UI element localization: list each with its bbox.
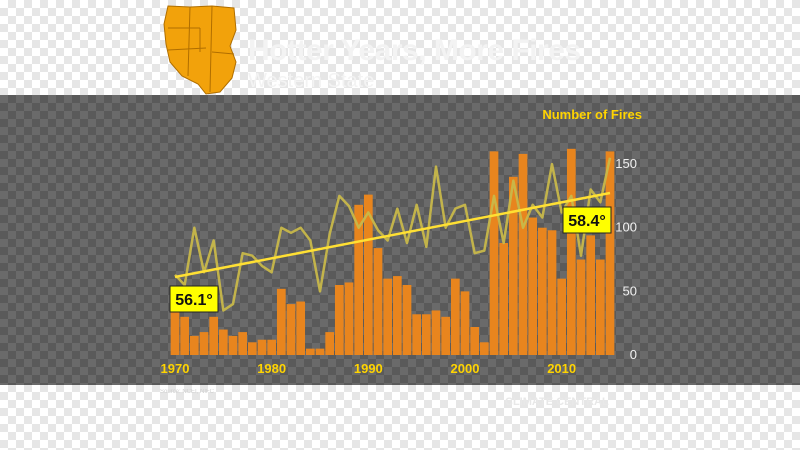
bar-1970 bbox=[170, 306, 180, 355]
bar-1980 bbox=[267, 339, 277, 355]
bar-1995 bbox=[412, 314, 422, 355]
bar-2003 bbox=[489, 151, 499, 355]
bar-1983 bbox=[296, 301, 306, 355]
x-tick-1980: 1980 bbox=[257, 361, 286, 376]
label-start-temp: 56.1° bbox=[175, 292, 213, 309]
bar-1998 bbox=[441, 316, 451, 355]
bar-1974 bbox=[209, 316, 219, 355]
bar-2008 bbox=[537, 227, 547, 355]
bar-1987 bbox=[334, 285, 344, 355]
bar-1977 bbox=[238, 332, 248, 355]
bar-2012 bbox=[576, 259, 586, 355]
y-tick-100: 100 bbox=[615, 220, 637, 235]
y-tick-150: 150 bbox=[615, 156, 637, 171]
bar-1979 bbox=[257, 339, 267, 355]
brand-logo: CLIMATE CENTRAL bbox=[505, 396, 609, 408]
chart-subtitle: Western State bbox=[248, 70, 375, 92]
x-tick-2000: 2000 bbox=[451, 361, 480, 376]
bar-1975 bbox=[218, 329, 228, 355]
bar-1981 bbox=[276, 288, 286, 355]
bar-2005 bbox=[508, 176, 518, 355]
bar-2010 bbox=[557, 278, 567, 355]
bar-1996 bbox=[421, 314, 431, 355]
label-end-temp-box bbox=[562, 206, 612, 234]
bar-1988 bbox=[344, 282, 354, 355]
y-axis-title: Number of Fires bbox=[542, 107, 642, 122]
bar-1971 bbox=[180, 316, 190, 355]
bar-1997 bbox=[431, 310, 441, 355]
bar-1993 bbox=[392, 276, 402, 355]
bar-1994 bbox=[402, 285, 412, 355]
chart-band bbox=[0, 95, 800, 385]
bar-1982 bbox=[286, 304, 296, 355]
label-end-temp: 58.4° bbox=[568, 213, 606, 230]
trend-line bbox=[174, 191, 611, 279]
x-tick-1970: 1970 bbox=[161, 361, 190, 376]
bar-1976 bbox=[228, 335, 238, 355]
bar-1984 bbox=[305, 348, 315, 355]
bar-2015 bbox=[605, 151, 615, 355]
bar-2000 bbox=[460, 291, 470, 355]
bar-2011 bbox=[566, 148, 576, 355]
bar-1985 bbox=[315, 348, 325, 355]
bar-1978 bbox=[247, 342, 257, 355]
bar-1991 bbox=[373, 248, 383, 355]
bar-2006 bbox=[518, 153, 528, 355]
bar-1973 bbox=[199, 332, 209, 355]
source-note: Source: NCEI, NIFC bbox=[160, 389, 215, 395]
bar-2001 bbox=[470, 327, 480, 355]
temperature-line bbox=[174, 157, 612, 312]
x-tick-1990: 1990 bbox=[354, 361, 383, 376]
bar-2009 bbox=[547, 230, 557, 355]
x-tick-2010: 2010 bbox=[547, 361, 576, 376]
chart-title: Hotter Years, More Fires bbox=[248, 34, 581, 67]
bar-2013 bbox=[586, 235, 596, 355]
bar-2014 bbox=[595, 259, 605, 355]
bar-2007 bbox=[528, 217, 538, 355]
y-tick-50: 50 bbox=[623, 283, 637, 298]
y-tick-0: 0 bbox=[630, 347, 637, 362]
bar-1986 bbox=[325, 332, 335, 355]
bar-1992 bbox=[383, 278, 393, 355]
bar-1999 bbox=[450, 278, 460, 355]
bar-1989 bbox=[354, 204, 364, 355]
label-start-temp-box bbox=[169, 285, 219, 313]
bar-2004 bbox=[499, 243, 509, 355]
bar-1990 bbox=[363, 194, 373, 355]
western-states-map-icon bbox=[163, 5, 237, 95]
bar-2002 bbox=[479, 342, 489, 355]
bar-1972 bbox=[189, 335, 199, 355]
